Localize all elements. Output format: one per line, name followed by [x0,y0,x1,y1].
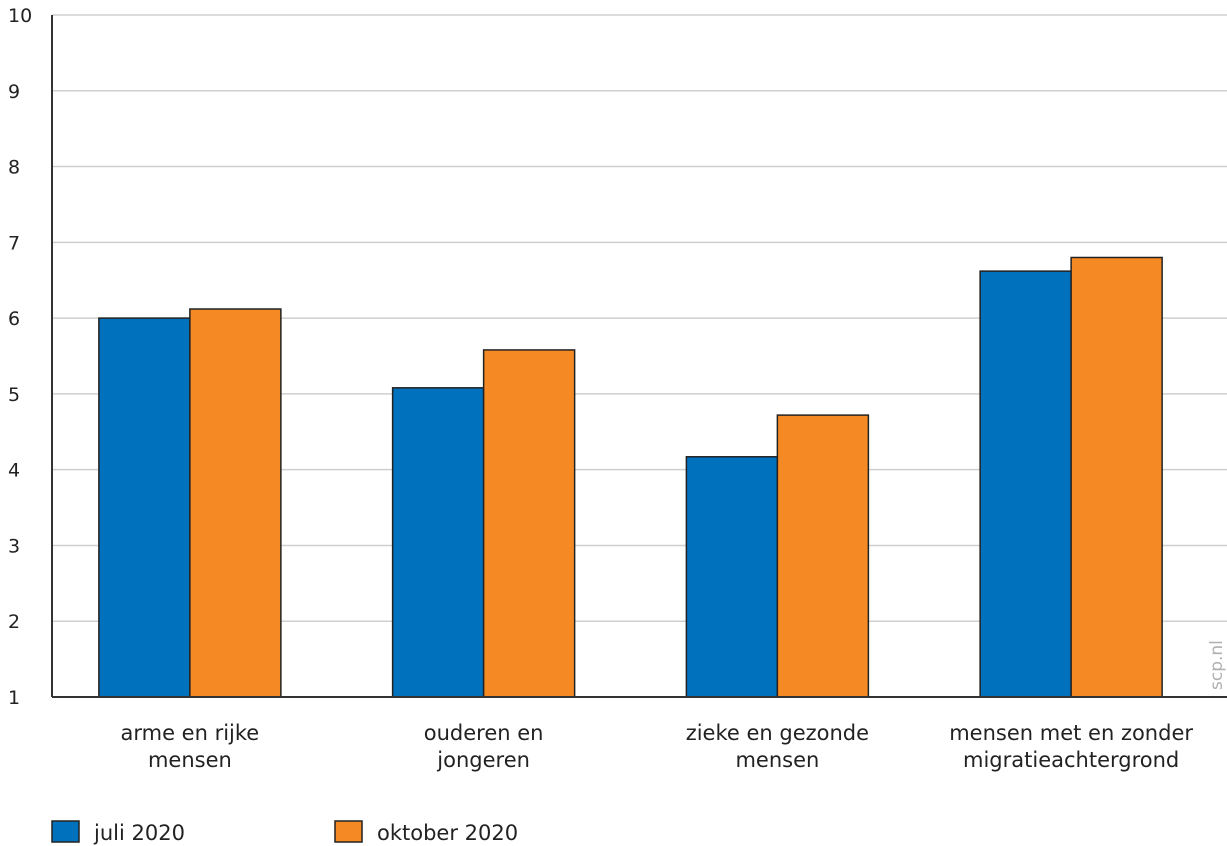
bar-oktober-0 [189,308,282,698]
y-tick-label: 5 [8,384,20,406]
category-label: mensen [735,748,819,772]
axes [51,15,1227,698]
y-tick-label: 3 [8,535,20,557]
category-label: migratieachtergrond [963,748,1179,772]
bar-juli-3 [979,270,1072,698]
source-label: scp.nl [1207,640,1227,690]
legend: juli 2020 oktober 2020 [51,820,518,845]
legend-label: oktober 2020 [377,821,518,845]
y-tick-label: 2 [8,611,20,633]
category-label: mensen met en zonder [949,721,1193,745]
bar-oktober-3 [1070,256,1163,698]
bar-oktober-1 [482,349,576,698]
y-tick-label: 6 [8,308,20,330]
legend-label: juli 2020 [93,821,185,845]
legend-swatch [51,820,80,843]
category-label: mensen [148,748,232,772]
y-tick-label: 9 [8,81,20,103]
y-tick-label: 1 [8,687,20,709]
legend-swatch [334,820,363,843]
category-label: zieke en gezonde [686,721,869,745]
bar-juli-0 [98,317,191,698]
y-tick-label: 10 [8,5,32,27]
category-label: arme en rijke [121,721,260,745]
bars [98,256,1163,698]
bar-juli-1 [391,387,485,698]
category-label: ouderen en [424,721,544,745]
y-tick-label: 4 [8,460,20,482]
bar-juli-2 [685,456,779,698]
bar-oktober-2 [776,414,870,698]
y-tick-label: 8 [8,157,20,179]
category-label: jongeren [436,748,530,772]
labels: 1 2 3 4 5 6 7 8 9 10 arme en rijke mensen ouderen en… [8,5,1227,772]
y-tick-label: 7 [8,232,20,254]
